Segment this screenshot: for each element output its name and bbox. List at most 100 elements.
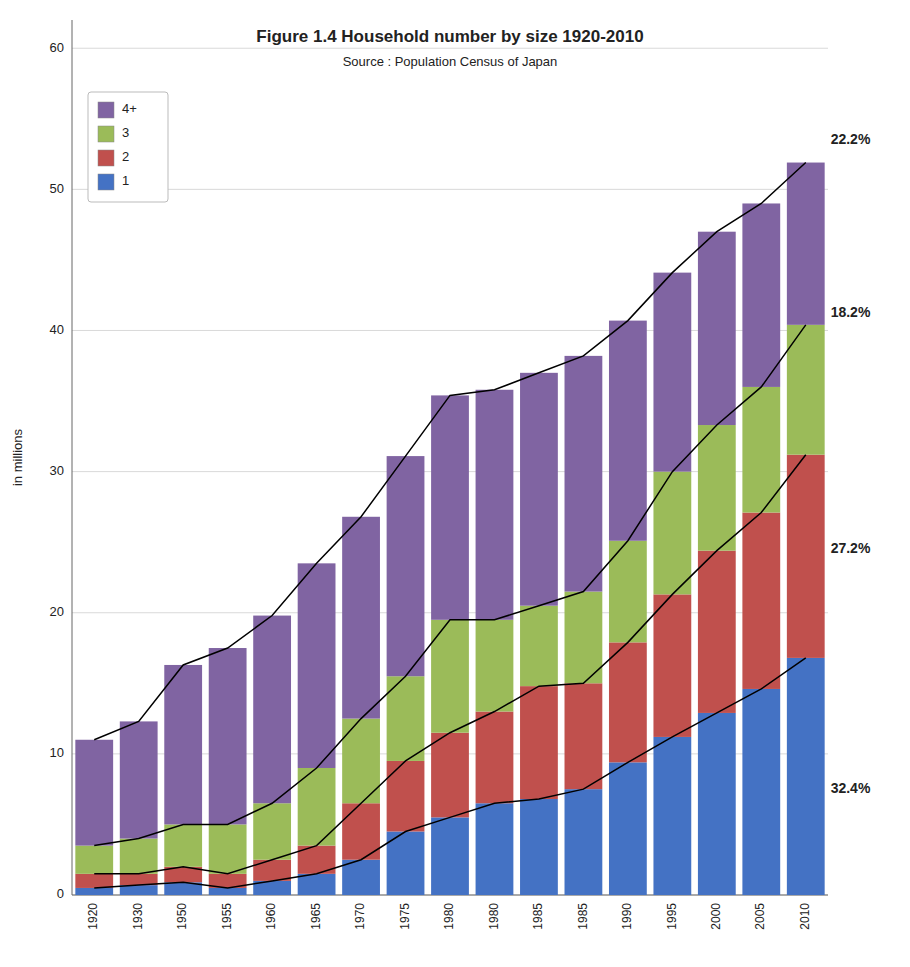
bar-segment [209,888,247,895]
bar-segment [253,803,291,859]
bar-segment [609,762,647,895]
x-tick-label: 1920 [86,903,100,930]
y-tick-label: 10 [50,745,64,760]
x-tick-label: 1995 [665,903,679,930]
y-tick-label: 50 [50,181,64,196]
bar-segment [653,594,691,737]
legend-swatch [98,126,114,142]
x-tick-label: 1950 [175,903,189,930]
x-tick-label: 1930 [131,903,145,930]
legend-swatch [98,102,114,118]
legend-label: 3 [122,125,129,140]
bar-segment [653,273,691,472]
x-tick-label: 1955 [220,903,234,930]
bar-segment [787,163,825,325]
grid [72,48,828,895]
stack-top-line [94,163,806,740]
annotation: 18.2% [831,304,871,320]
bar-segment [698,232,736,425]
annotation: 32.4% [831,780,871,796]
x-tick-label: 1970 [353,903,367,930]
chart-svg: 0102030405060192019301950195519601965197… [0,0,910,967]
bar-segment [787,455,825,658]
bar-segment [742,689,780,895]
x-tick-label: 1960 [264,903,278,930]
bar-segment [476,712,514,804]
x-tick-label: 1975 [398,903,412,930]
y-tick-label: 40 [50,322,64,337]
bar-segment [565,789,603,895]
bar-segment [698,551,736,713]
bar-segment [565,683,603,789]
bar-segment [609,642,647,762]
y-tick-label: 60 [50,40,64,55]
legend-swatch [98,174,114,190]
bar-segment [164,665,202,824]
stack-top-line [94,658,806,888]
bar-segment [520,799,558,895]
bar-segment [120,839,158,874]
bar-segment [75,740,113,846]
stack-top-line [94,325,806,846]
bar-segment [431,817,469,895]
legend-label: 1 [122,173,129,188]
bar-segment [787,658,825,895]
y-axis-label: in millions [10,428,25,486]
legend-label: 2 [122,149,129,164]
legend-label: 4+ [122,101,137,116]
bar-segment [698,425,736,551]
x-tick-label: 1985 [576,903,590,930]
chart-subtitle: Source : Population Census of Japan [343,54,558,69]
bar-segment [476,390,514,620]
x-tick-label: 1980 [442,903,456,930]
grid-line [72,48,828,49]
bar-segment [742,513,780,689]
x-tick-label: 1985 [531,903,545,930]
bar-segment [387,761,425,832]
bar-segment [253,616,291,804]
bar-segment [75,874,113,888]
bar-segment [253,860,291,881]
x-tick-label: 2000 [709,903,723,930]
bar-segment [342,517,380,719]
x-tick-label: 1990 [620,903,634,930]
bar-segment [742,387,780,513]
bar-segment [565,356,603,592]
bar-segment [476,620,514,712]
y-axis-line [72,20,73,895]
bar-segment [742,203,780,386]
bar-segment [209,648,247,824]
bar-segment [431,395,469,619]
annotation: 22.2% [831,131,871,147]
plot-data [75,163,824,895]
chart-title: Figure 1.4 Household number by size 1920… [256,27,643,46]
bar-segment [298,563,336,768]
bar-segment [298,874,336,895]
stack-top-line [94,455,806,874]
bar-segment [520,686,558,799]
bar-segment [565,592,603,684]
legend-frame [88,92,168,202]
bar-segment [75,846,113,874]
bar-segment [520,606,558,686]
bar-segment [476,803,514,895]
x-tick-label: 1980 [487,903,501,930]
bar-segment [164,824,202,866]
y-tick-label: 20 [50,604,64,619]
annotation: 27.2% [831,540,871,556]
bar-segment [520,373,558,606]
bar-segment [387,456,425,676]
bar-segment [342,860,380,895]
bar-segment [209,824,247,873]
grid-line [72,189,828,190]
bar-segment [653,472,691,595]
x-tick-label: 2005 [753,903,767,930]
legend-swatch [98,150,114,166]
bar-segment [120,721,158,838]
bar-segment [387,831,425,895]
series-bars [75,163,824,846]
x-tick-label: 2010 [798,903,812,930]
y-tick-label: 0 [57,886,64,901]
bar-segment [653,737,691,895]
bar-segment [75,888,113,895]
